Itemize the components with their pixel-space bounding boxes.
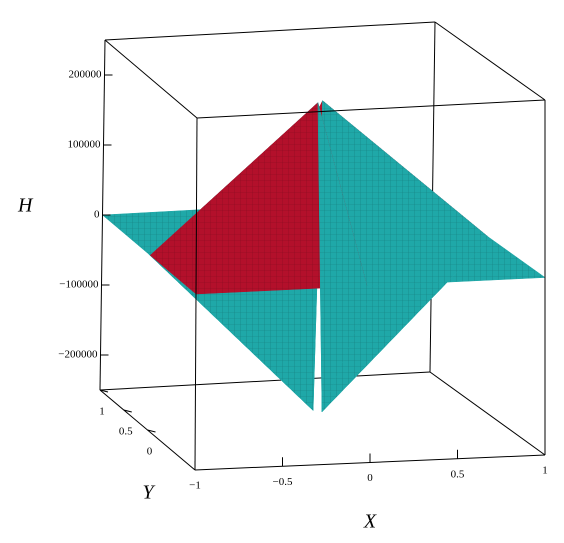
box-edge — [104, 21, 436, 41]
x-tick-label: −0.5 — [273, 476, 293, 488]
x-tick-label: 0.5 — [451, 468, 465, 480]
box-edge — [196, 99, 546, 119]
y-tick-label: 0 — [147, 446, 153, 458]
box-edge — [194, 117, 198, 471]
y-tick — [123, 409, 132, 413]
z-tick-label: 200000 — [69, 69, 103, 81]
z-tick-label: 0 — [94, 209, 100, 221]
z-tick-label: −200000 — [58, 349, 98, 361]
surface-mesh — [317, 102, 374, 412]
box-edge — [434, 21, 546, 101]
y-axis-label: Y — [142, 482, 155, 504]
surface-mesh — [322, 238, 545, 412]
z-axis-label: H — [17, 195, 34, 217]
z-tick-label: 100000 — [68, 139, 102, 151]
y-tick-label: 1 — [99, 406, 105, 418]
box-edge — [99, 371, 431, 391]
x-tick-label: 0 — [367, 472, 373, 484]
x-axis-label: X — [363, 511, 377, 533]
y-tick — [147, 429, 156, 433]
x-tick-label: −1 — [189, 480, 201, 492]
box-edge — [104, 39, 198, 119]
x-tick-label: 1 — [542, 465, 548, 477]
box-edge — [429, 371, 546, 456]
y-tick — [99, 389, 109, 393]
surface-mesh — [150, 102, 367, 294]
z-tick-label: −100000 — [59, 279, 99, 291]
y-tick-label: 0.5 — [119, 426, 133, 438]
